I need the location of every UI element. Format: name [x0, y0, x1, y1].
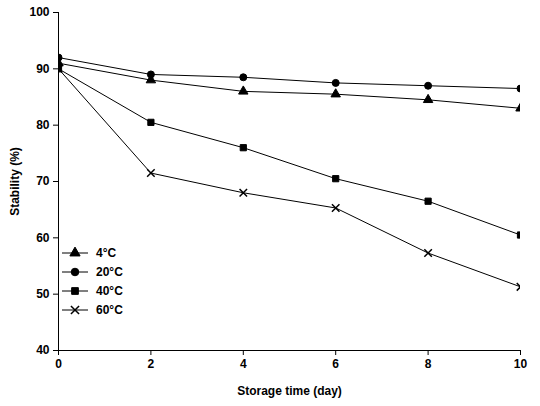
svg-text:10: 10 [514, 357, 528, 371]
svg-text:70: 70 [36, 174, 50, 188]
svg-text:4: 4 [240, 357, 247, 371]
html-text:20°C: 20°C [96, 264, 123, 279]
svg-text:Stability (%): Stability (%) [8, 147, 22, 216]
svg-text:0: 0 [55, 357, 62, 371]
svg-text:50: 50 [36, 287, 50, 301]
svg-text:100: 100 [29, 5, 49, 19]
html-text:4°C: 4°C [96, 245, 117, 260]
html-text:40°C: 40°C [96, 283, 123, 298]
svg-text:2: 2 [148, 357, 155, 371]
svg-text:6: 6 [332, 357, 339, 371]
html-text:60°C: 60°C [96, 302, 123, 317]
svg-text:40: 40 [36, 343, 50, 357]
svg-text:90: 90 [36, 62, 50, 76]
svg-text:8: 8 [425, 357, 432, 371]
svg-text:60: 60 [36, 231, 50, 245]
svg-text:80: 80 [36, 118, 50, 132]
svg-text:Storage time (day): Storage time (day) [237, 384, 342, 398]
